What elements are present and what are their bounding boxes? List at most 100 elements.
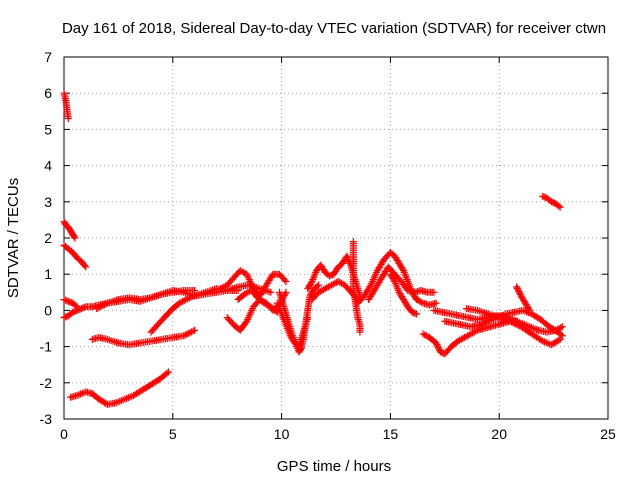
data-point [508, 318, 516, 326]
data-point [557, 331, 565, 339]
data-point [156, 291, 164, 299]
data-point [304, 314, 312, 322]
data-point [516, 290, 524, 298]
data-point [109, 337, 117, 345]
series-e [60, 296, 81, 311]
data-point [72, 302, 80, 310]
series-r [354, 248, 440, 309]
data-point [417, 298, 425, 306]
series-s [365, 263, 438, 304]
data-point [180, 332, 188, 340]
data-point [191, 326, 199, 334]
series-b [60, 218, 79, 242]
data-point [513, 284, 521, 292]
series-a [60, 89, 72, 123]
x-tick-label: 5 [169, 426, 177, 442]
data-point [142, 296, 150, 304]
series-l [234, 286, 281, 316]
data-point [473, 306, 481, 314]
data-point [432, 339, 440, 347]
data-point [183, 330, 191, 338]
y-tick-label: 7 [44, 49, 52, 65]
x-axis-label: GPS time / hours [277, 458, 391, 475]
series-z [539, 192, 564, 211]
series-t [386, 270, 421, 318]
y-tick-label: -2 [40, 375, 53, 391]
data-point [313, 282, 321, 290]
chart-title: Day 161 of 2018, Sidereal Day-to-day VTE… [62, 20, 606, 37]
data-point [413, 310, 421, 318]
y-tick-label: -1 [40, 339, 53, 355]
axis-ticks: 0 5 10 15 20 25 -3 -2 -1 0 1 2 3 4 5 6 7 [40, 49, 616, 442]
data-point [511, 320, 519, 328]
y-tick-label: 6 [44, 85, 52, 101]
data-point [514, 321, 522, 329]
data-point [107, 337, 115, 345]
x-tick-label: 25 [600, 426, 616, 442]
data-point [506, 317, 514, 325]
data-point [96, 303, 104, 311]
data-point [475, 307, 483, 315]
data-point [430, 288, 438, 296]
data-point [390, 276, 398, 284]
data-point [99, 301, 107, 309]
grid [64, 57, 608, 419]
series-q [349, 238, 364, 336]
data-point [164, 368, 172, 376]
series-u [419, 317, 521, 358]
data-point [479, 308, 487, 316]
data-point [514, 286, 522, 294]
data-point [307, 279, 315, 287]
data-point [315, 281, 323, 289]
series-i [147, 281, 275, 336]
series-x [463, 305, 564, 349]
y-tick-label: 5 [44, 121, 52, 137]
data-point [163, 369, 171, 377]
data-point [71, 234, 79, 242]
data-point [434, 342, 442, 350]
series-h [93, 286, 199, 313]
data-point [229, 285, 237, 293]
data-point [104, 335, 112, 343]
data-points [60, 89, 566, 409]
data-point [113, 338, 121, 346]
y-tick-label: 2 [44, 230, 52, 246]
y-tick-label: 0 [44, 302, 52, 318]
y-tick-label: -3 [40, 411, 53, 427]
series-n [273, 299, 312, 351]
data-point [556, 335, 564, 343]
data-point [516, 289, 524, 297]
data-point [513, 283, 521, 291]
series-y [513, 283, 534, 314]
x-tick-label: 20 [491, 426, 507, 442]
data-point [558, 332, 566, 340]
data-point [102, 300, 110, 308]
x-tick-label: 0 [60, 426, 68, 442]
series-g [67, 368, 172, 409]
series-f [88, 326, 199, 349]
y-tick-label: 1 [44, 266, 52, 282]
plot-frame [63, 56, 609, 420]
data-point [509, 319, 517, 327]
y-tick-label: 4 [44, 158, 52, 174]
data-point [515, 287, 523, 295]
data-point [70, 233, 78, 241]
data-point [184, 329, 192, 337]
data-point [149, 293, 157, 301]
data-point [526, 306, 534, 314]
data-point [181, 331, 189, 339]
data-point [433, 340, 441, 348]
data-point [80, 303, 88, 311]
y-tick-label: 3 [44, 194, 52, 210]
data-point [435, 345, 443, 353]
data-point [411, 309, 419, 317]
data-point [151, 293, 159, 301]
data-point [111, 338, 119, 346]
x-tick-label: 15 [383, 426, 399, 442]
x-tick-label: 10 [274, 426, 290, 442]
data-point [555, 336, 563, 344]
data-point [267, 288, 275, 296]
data-point [556, 203, 564, 211]
